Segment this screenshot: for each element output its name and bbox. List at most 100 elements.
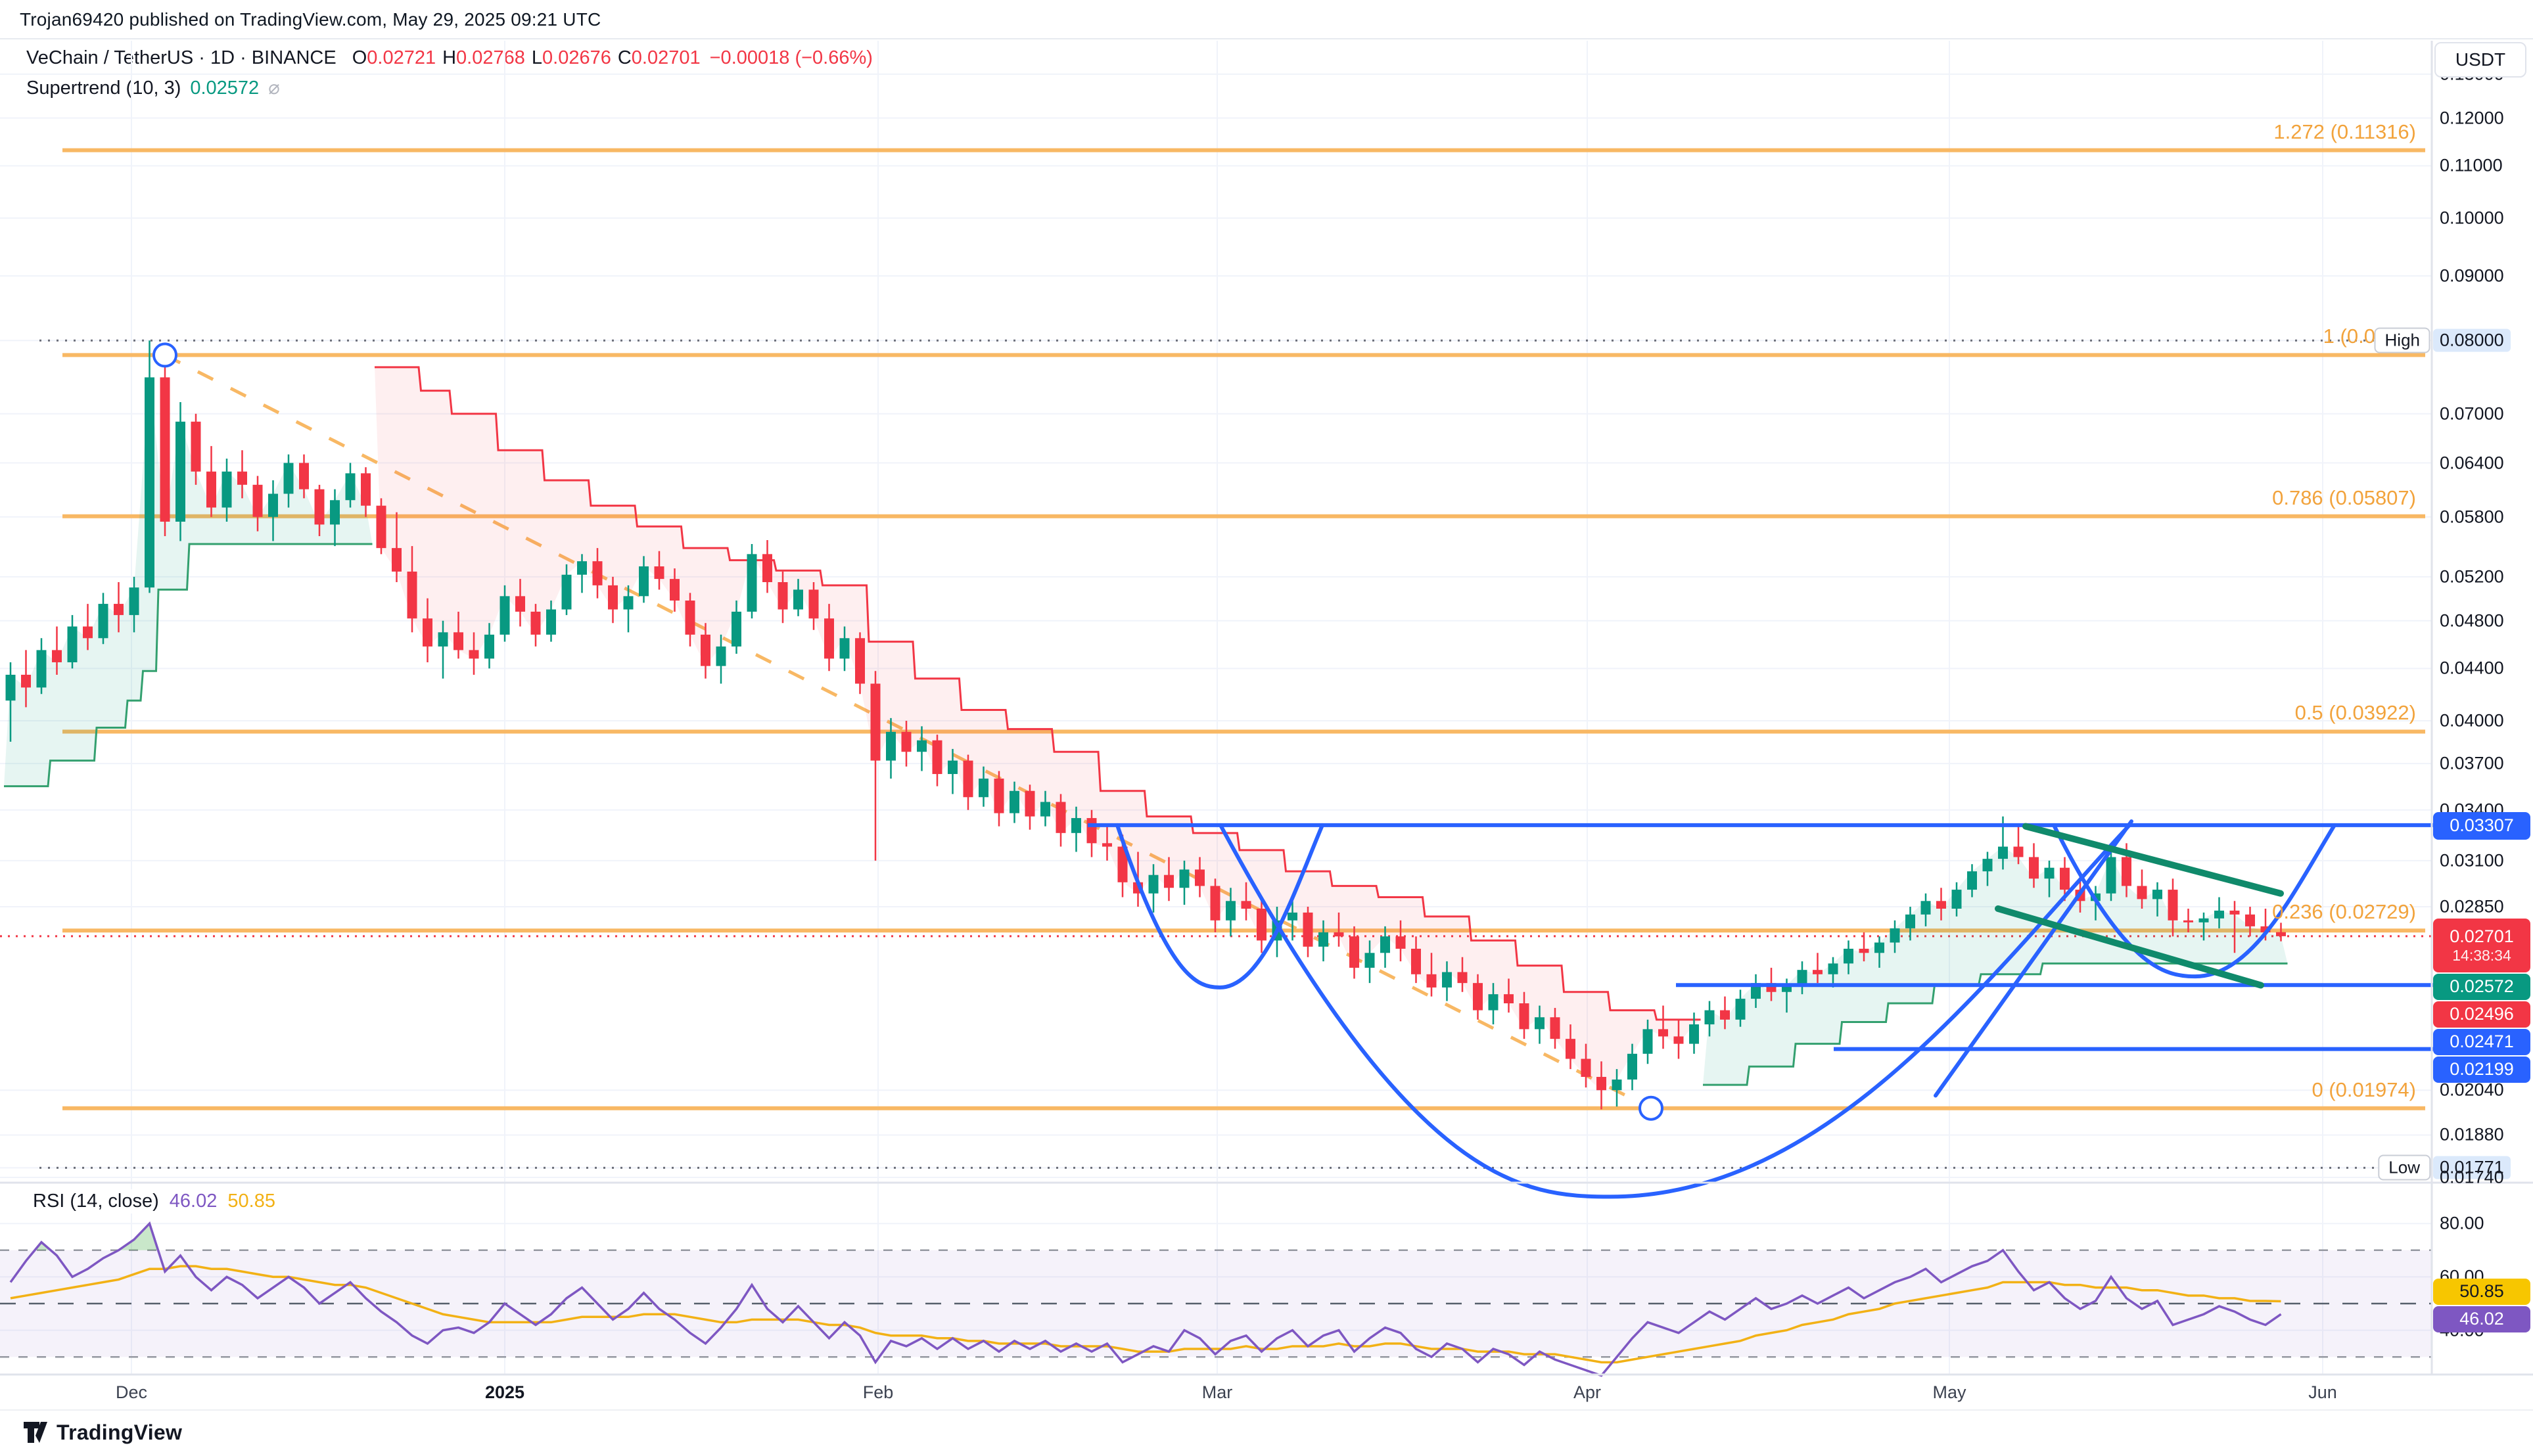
price-tick-0.02040: 0.02040 <box>2440 1080 2504 1100</box>
candle-body <box>886 731 896 761</box>
candle-body <box>1967 871 1977 890</box>
candle-body <box>839 638 850 659</box>
price-tick-0.11000: 0.11000 <box>2440 155 2503 175</box>
candle-body <box>1349 936 1359 968</box>
time-tick-Dec[interactable]: Dec <box>115 1382 148 1402</box>
candle-body <box>1010 790 1019 813</box>
fib-anchor-point-1[interactable] <box>152 342 177 368</box>
price-tick-0.09000: 0.09000 <box>2440 265 2504 286</box>
candle-body <box>515 596 525 612</box>
candle-body <box>1241 901 1251 909</box>
price-tick-0.04800: 0.04800 <box>2440 610 2504 631</box>
candle-body <box>438 632 448 647</box>
indicator-value: 0.02572 <box>190 78 260 99</box>
candle-body <box>5 674 16 701</box>
candle-body <box>1364 953 1375 968</box>
candle-body <box>901 731 912 752</box>
candle-body <box>1056 802 1066 833</box>
candle-body <box>1797 970 1807 986</box>
fib-label-0.786: 0.786 (0.05807) <box>2272 486 2416 509</box>
candle-body <box>670 579 680 601</box>
blue-trendline[interactable] <box>1934 819 2133 1098</box>
rsi-pane <box>0 1221 2432 1377</box>
candle-body <box>2245 914 2255 926</box>
candle-body <box>994 778 1004 813</box>
candle-body <box>129 587 139 616</box>
fib-anchor-point-2[interactable] <box>1638 1095 1663 1121</box>
candle-body <box>1025 790 1035 817</box>
candle-body <box>1566 1039 1575 1059</box>
descending-channel[interactable] <box>1995 823 2284 989</box>
candle-body <box>1844 948 1853 964</box>
indicator-name: Supertrend (10, 3) <box>26 78 181 99</box>
candle-body <box>2029 857 2039 879</box>
time-tick-Apr[interactable]: Apr <box>1573 1382 1602 1402</box>
candle-body <box>52 650 62 662</box>
candle-body <box>1519 1003 1529 1030</box>
price-label-0.02199: 0.02199 <box>2433 1057 2530 1083</box>
candle-body <box>1905 914 1915 928</box>
candle-body <box>1982 859 1993 872</box>
candle-body <box>484 634 494 659</box>
candle-body <box>1735 999 1746 1020</box>
channel-line-1[interactable] <box>2022 823 2284 897</box>
candle-body <box>1257 908 1266 941</box>
candle-body <box>716 646 726 666</box>
candle-body <box>1457 972 1468 984</box>
candle-body <box>1951 890 1962 909</box>
indicator-legend-row[interactable]: Supertrend (10, 3) 0.02572 ⌀ <box>26 76 280 99</box>
grid-lines <box>0 41 2432 1375</box>
candle-body <box>114 604 124 616</box>
candle-body <box>530 611 541 635</box>
candle-body <box>2044 867 2055 879</box>
time-tick-Mar[interactable]: Mar <box>1201 1382 1233 1402</box>
currency-toggle-button[interactable]: USDT <box>2434 42 2526 78</box>
price-tick-0.07000: 0.07000 <box>2440 403 2504 424</box>
channel-line-2[interactable] <box>1995 905 2264 989</box>
candle-body <box>1473 983 1483 1011</box>
fibonacci-retracement[interactable] <box>62 148 2425 1110</box>
candle-body <box>2152 890 2162 899</box>
tradingview-logo-icon <box>24 1422 47 1443</box>
candle-body <box>252 484 263 517</box>
price-label-0.02701: 0.02701 14:38:34 <box>2433 919 2530 972</box>
blue-drawings[interactable] <box>152 342 2433 1199</box>
indicator-source-icon[interactable]: ⌀ <box>268 78 280 99</box>
candle-body <box>932 740 942 775</box>
candle-body <box>1535 1017 1545 1030</box>
time-axis-scale[interactable] <box>0 1375 2533 1410</box>
rsi-ma-line <box>10 1265 2281 1364</box>
candle-body <box>1936 901 1946 909</box>
candle-body <box>1504 994 1514 1004</box>
candle-body <box>1998 846 2008 859</box>
tradingview-logo[interactable]: TradingView <box>22 1419 182 1445</box>
candle-body <box>2168 890 2178 921</box>
time-tick-2025[interactable]: 2025 <box>484 1382 525 1402</box>
candle-body <box>21 674 31 688</box>
cup-pattern-drawing[interactable] <box>1219 823 2131 1199</box>
candle-body <box>793 589 803 610</box>
handle-pattern-drawing[interactable] <box>2052 823 2336 979</box>
time-tick-May[interactable]: May <box>1932 1382 1966 1402</box>
rsi-legend-row[interactable]: RSI (14, close) 46.02 50.85 <box>26 1189 282 1214</box>
candle-body <box>1210 886 1220 921</box>
candle-body <box>160 377 170 522</box>
candle-body <box>824 618 834 659</box>
price-label-0.02572: 0.02572 <box>2433 974 2530 1000</box>
candle-body <box>654 566 664 580</box>
small-arc-drawing[interactable] <box>1115 823 1324 990</box>
reference-lines <box>0 339 2432 1169</box>
candle-body <box>1288 912 1297 921</box>
candle-body <box>423 618 432 647</box>
supertrend-downtrend <box>375 366 1701 1091</box>
time-tick-Feb[interactable]: Feb <box>862 1382 894 1402</box>
candle-body <box>1874 942 1884 953</box>
change-value: −0.00018 (−0.66%) <box>709 47 873 68</box>
time-tick-Jun[interactable]: Jun <box>2308 1382 2337 1402</box>
symbol-legend-row[interactable]: VeChain / TetherUS · 1D · BINANCE O0.027… <box>26 47 873 69</box>
rsi-line <box>9 1221 2282 1377</box>
candle-body <box>1627 1053 1637 1080</box>
candle-body <box>1318 932 1328 947</box>
candle-body <box>1704 1010 1715 1025</box>
